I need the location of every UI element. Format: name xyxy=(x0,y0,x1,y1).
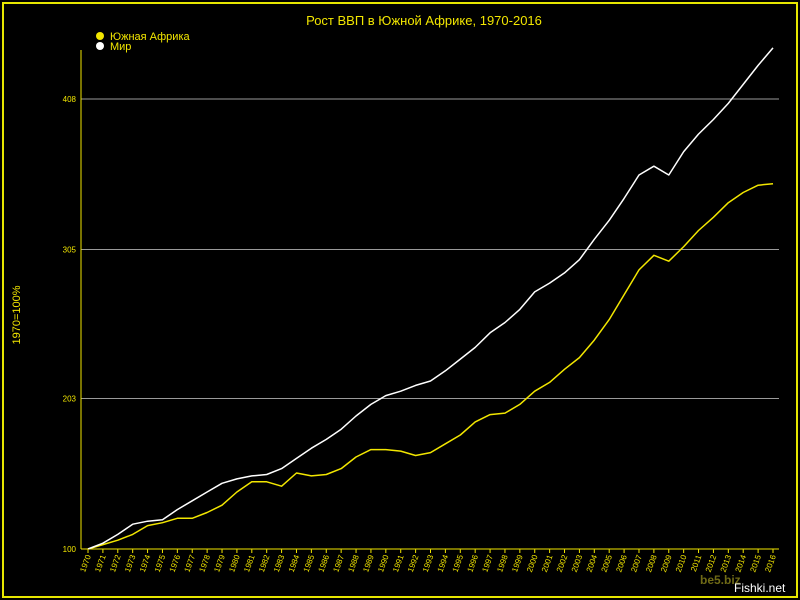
x-tick-label-1984: 1984 xyxy=(287,553,302,573)
series-line-world xyxy=(87,47,774,550)
x-tick-label-1982: 1982 xyxy=(257,553,272,573)
x-tick-label-2009: 2009 xyxy=(659,553,674,573)
x-tick-label-1974: 1974 xyxy=(138,553,153,573)
x-tick-label-2005: 2005 xyxy=(600,553,615,573)
x-tick-label-1992: 1992 xyxy=(406,553,421,573)
y-tick-label-408: 408 xyxy=(63,95,77,104)
x-tick-label-2011: 2011 xyxy=(689,553,704,573)
x-tick-label-1986: 1986 xyxy=(317,553,332,573)
x-tick-label-1976: 1976 xyxy=(168,553,183,573)
y-tick-label-203: 203 xyxy=(63,395,77,404)
y-tick-label-305: 305 xyxy=(63,245,77,254)
series-layer xyxy=(87,47,774,550)
x-tick-label-1981: 1981 xyxy=(242,553,257,573)
watermark-fishki: Fishki.net xyxy=(734,581,786,595)
x-tick-label-2003: 2003 xyxy=(570,553,585,573)
x-tick-label-1985: 1985 xyxy=(302,553,317,573)
legend-label-world: Мир xyxy=(110,41,131,53)
series-line-south-africa xyxy=(87,182,774,550)
x-tick-label-1978: 1978 xyxy=(197,553,212,573)
x-tick-label-2001: 2001 xyxy=(540,553,555,573)
x-tick-label-1991: 1991 xyxy=(391,553,406,573)
x-tick-label-2014: 2014 xyxy=(734,553,749,573)
x-tick-label-1987: 1987 xyxy=(331,553,346,573)
x-tick-label-2006: 2006 xyxy=(614,553,629,573)
x-tick-label-2016: 2016 xyxy=(763,553,778,573)
x-tick-label-1971: 1971 xyxy=(93,553,108,573)
y-axis-label: 1970=100% xyxy=(11,285,23,344)
x-tick-label-1973: 1973 xyxy=(123,553,138,573)
legend-label-south-africa: Южная Африка xyxy=(110,31,191,43)
legend: Южная Африка Мир xyxy=(96,31,191,53)
x-tick-label-1997: 1997 xyxy=(480,553,495,573)
x-tick-label-1995: 1995 xyxy=(451,553,466,573)
x-tick-label-1988: 1988 xyxy=(346,553,361,573)
axes-layer xyxy=(80,50,779,550)
x-tick-label-2008: 2008 xyxy=(644,553,659,573)
x-tick-label-2007: 2007 xyxy=(629,553,644,573)
x-tick-label-1999: 1999 xyxy=(510,553,525,573)
x-tick-label-1994: 1994 xyxy=(436,553,451,573)
x-tick-label-1979: 1979 xyxy=(212,553,227,573)
x-tick-label-1972: 1972 xyxy=(108,553,123,573)
x-tick-label-1993: 1993 xyxy=(421,553,436,573)
x-tick-label-2004: 2004 xyxy=(585,553,600,573)
x-tick-label-2015: 2015 xyxy=(748,553,763,573)
y-tick-label-100: 100 xyxy=(63,545,77,554)
grid-layer xyxy=(81,98,779,400)
chart-title: Рост ВВП в Южной Африке, 1970-2016 xyxy=(306,13,542,28)
x-tick-label-1996: 1996 xyxy=(466,553,481,573)
legend-marker-world xyxy=(96,42,104,50)
x-tick-label-2000: 2000 xyxy=(525,553,540,573)
x-tick-label-1977: 1977 xyxy=(183,553,198,573)
x-tick-label-2010: 2010 xyxy=(674,553,689,573)
x-tick-label-1970: 1970 xyxy=(78,553,93,573)
x-tick-label-1998: 1998 xyxy=(495,553,510,573)
x-tick-label-1990: 1990 xyxy=(376,553,391,573)
x-tick-label-2013: 2013 xyxy=(719,553,734,573)
x-tick-label-1983: 1983 xyxy=(272,553,287,573)
x-tick-label-1989: 1989 xyxy=(361,553,376,573)
x-tick-label-1980: 1980 xyxy=(227,553,242,573)
watermark-be5: be5.biz xyxy=(700,573,741,587)
x-tick-label-1975: 1975 xyxy=(153,553,168,573)
x-tick-label-2002: 2002 xyxy=(555,553,570,573)
legend-marker-south-africa xyxy=(96,32,104,40)
x-tick-label-2012: 2012 xyxy=(704,553,719,573)
ticks-layer: 100 203 305 408 1970 1971 1972 1973 1974 1975 1976… xyxy=(63,95,778,573)
